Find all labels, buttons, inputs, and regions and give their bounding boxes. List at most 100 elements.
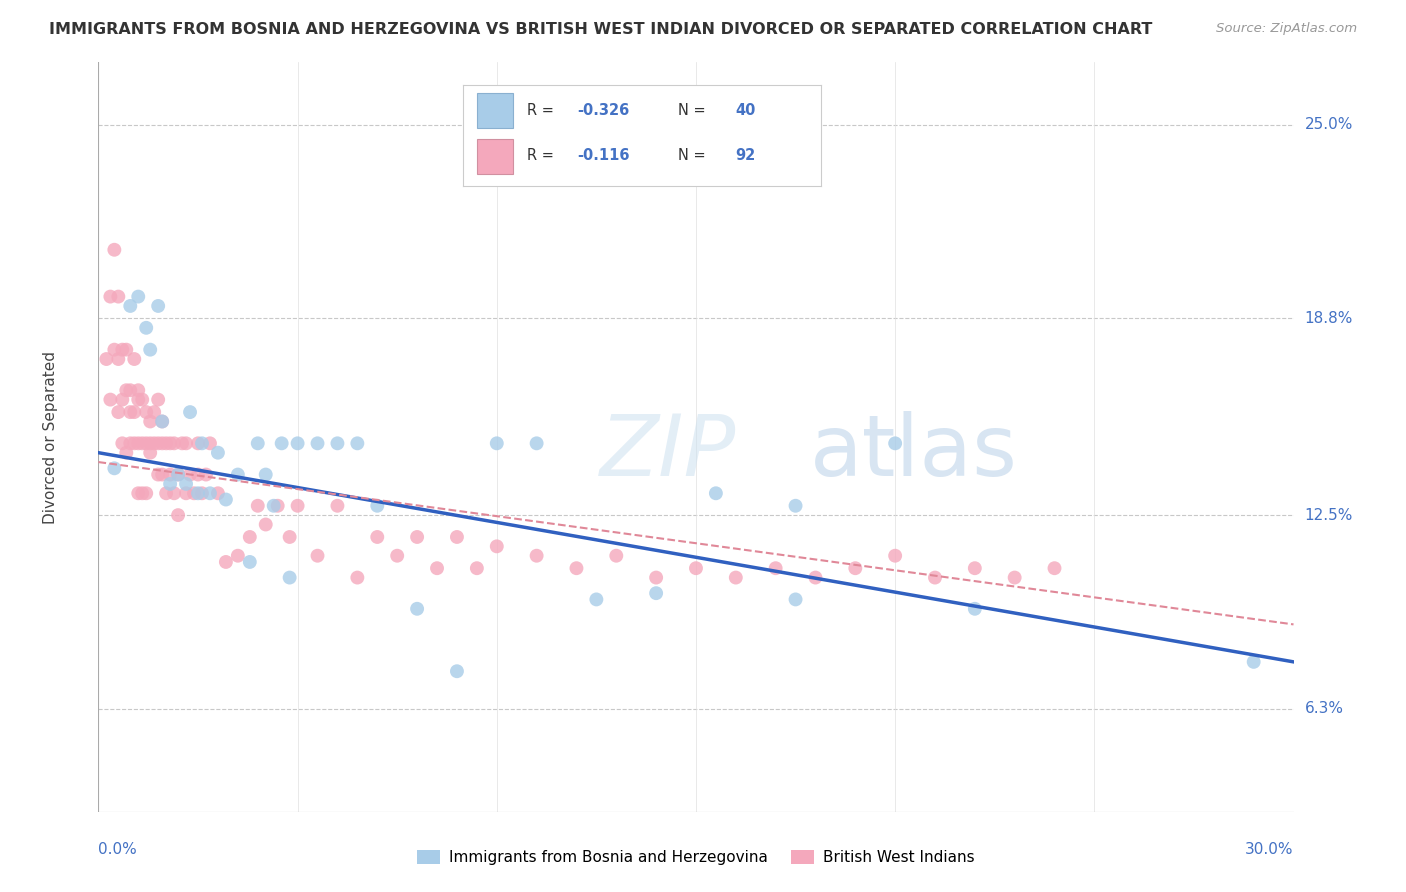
Point xyxy=(254,517,277,532)
Point xyxy=(191,436,214,450)
Point xyxy=(120,436,142,450)
Text: IMMIGRANTS FROM BOSNIA AND HERZEGOVINA VS BRITISH WEST INDIAN DIVORCED OR SEPARA: IMMIGRANTS FROM BOSNIA AND HERZEGOVINA V… xyxy=(49,22,1153,37)
Point xyxy=(167,508,190,523)
Text: Source: ZipAtlas.com: Source: ZipAtlas.com xyxy=(1216,22,1357,36)
Point xyxy=(111,343,134,357)
Point xyxy=(159,436,181,450)
Point xyxy=(215,492,238,507)
Point xyxy=(107,352,129,367)
Point xyxy=(226,549,249,563)
Point xyxy=(135,436,157,450)
Point xyxy=(174,486,197,500)
Point xyxy=(150,414,173,429)
Point xyxy=(155,436,177,450)
Text: 6.3%: 6.3% xyxy=(1305,701,1344,716)
Point xyxy=(254,467,277,482)
Point xyxy=(1243,655,1265,669)
Point xyxy=(215,555,238,569)
Point xyxy=(526,549,548,563)
Point xyxy=(115,343,138,357)
Point xyxy=(844,561,866,575)
Point xyxy=(884,436,907,450)
Point xyxy=(96,352,118,367)
Text: 30.0%: 30.0% xyxy=(1246,842,1294,857)
Point xyxy=(287,499,309,513)
Point xyxy=(326,436,349,450)
Point xyxy=(135,405,157,419)
Point xyxy=(179,405,201,419)
Point xyxy=(120,384,142,398)
Point xyxy=(346,571,368,585)
Point xyxy=(263,499,285,513)
Point xyxy=(446,664,468,679)
Point xyxy=(174,476,197,491)
Point xyxy=(135,321,157,335)
Point xyxy=(111,392,134,407)
Point xyxy=(103,243,125,257)
Point xyxy=(963,561,986,575)
Point xyxy=(485,539,508,553)
Point xyxy=(131,436,153,450)
Point xyxy=(645,571,668,585)
Point xyxy=(465,561,488,575)
Point xyxy=(526,436,548,450)
Text: 0.0%: 0.0% xyxy=(98,842,138,857)
Point xyxy=(143,405,166,419)
Point xyxy=(406,601,429,615)
Point xyxy=(98,289,122,303)
Point xyxy=(278,530,301,544)
Point xyxy=(127,384,149,398)
Point xyxy=(385,549,409,563)
Point xyxy=(111,436,134,450)
Point xyxy=(239,530,262,544)
Point xyxy=(155,486,177,500)
Point xyxy=(124,352,146,367)
Point xyxy=(139,343,162,357)
Point xyxy=(150,436,173,450)
Point xyxy=(167,467,190,482)
Point xyxy=(267,499,290,513)
Point xyxy=(148,392,170,407)
Point xyxy=(127,436,149,450)
Point xyxy=(1043,561,1066,575)
Point xyxy=(346,436,368,450)
Point xyxy=(270,436,292,450)
Point xyxy=(704,486,727,500)
Point xyxy=(884,549,907,563)
Point xyxy=(148,436,170,450)
Point xyxy=(485,436,508,450)
Point xyxy=(406,530,429,544)
Point xyxy=(207,446,229,460)
Point xyxy=(120,405,142,419)
Point xyxy=(139,414,162,429)
Point xyxy=(239,555,262,569)
Point xyxy=(143,436,166,450)
Point xyxy=(278,571,301,585)
Point xyxy=(163,486,186,500)
Point xyxy=(287,436,309,450)
Point xyxy=(207,486,229,500)
Point xyxy=(226,467,249,482)
Text: 25.0%: 25.0% xyxy=(1305,118,1353,132)
Point xyxy=(246,499,269,513)
Point xyxy=(115,446,138,460)
Text: 12.5%: 12.5% xyxy=(1305,508,1353,523)
Point xyxy=(127,289,149,303)
Point xyxy=(785,499,807,513)
Point xyxy=(150,467,173,482)
Point xyxy=(565,561,588,575)
Point xyxy=(804,571,827,585)
Point xyxy=(605,549,627,563)
Text: ZIP: ZIP xyxy=(600,410,737,493)
Point xyxy=(103,343,125,357)
Point xyxy=(585,592,607,607)
Point xyxy=(198,436,221,450)
Point xyxy=(307,436,329,450)
Point xyxy=(179,467,201,482)
Point xyxy=(366,499,388,513)
Point xyxy=(963,601,986,615)
Text: atlas: atlas xyxy=(810,410,1018,493)
Point xyxy=(174,436,197,450)
Point xyxy=(326,499,349,513)
Legend: Immigrants from Bosnia and Herzegovina, British West Indians: Immigrants from Bosnia and Herzegovina, … xyxy=(411,844,981,871)
